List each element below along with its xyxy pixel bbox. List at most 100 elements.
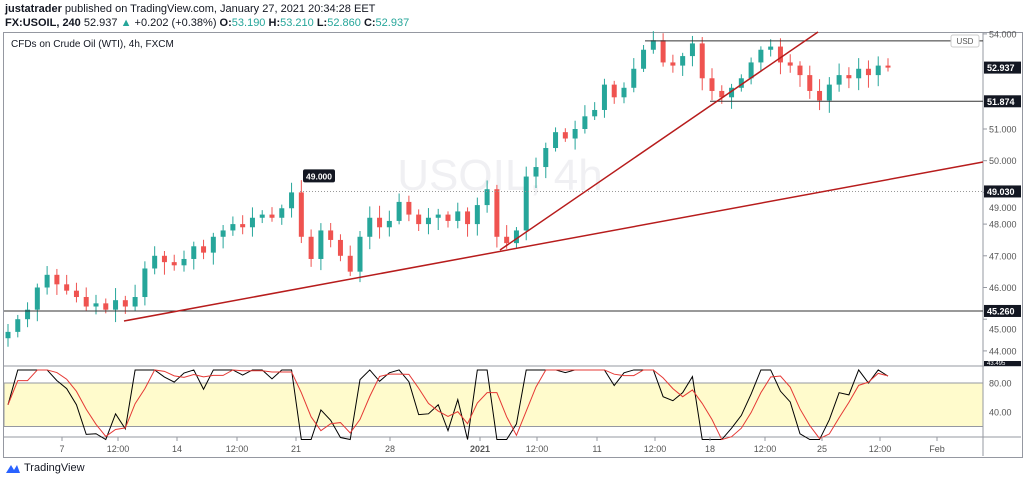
price-tick-label: 45.000 [989, 325, 1017, 335]
price-label-box [984, 185, 1021, 198]
candle-body [93, 303, 99, 307]
stoch-tick-label: 40.00 [989, 408, 1012, 418]
candle-body [152, 255, 158, 269]
candle-body [709, 78, 715, 91]
candle-body [279, 208, 285, 218]
candle-body [367, 217, 373, 237]
candle-body [650, 40, 656, 50]
publisher-name[interactable]: justatrader [5, 3, 62, 15]
candle-body [308, 236, 314, 259]
candle-body [474, 205, 480, 225]
time-tick-label: 25 [817, 444, 827, 454]
time-tick-label: Feb [929, 444, 945, 454]
candle-body [210, 236, 216, 253]
candle-body [113, 300, 119, 310]
candle-body [416, 214, 422, 225]
close-value: 52.937 [375, 17, 410, 29]
candle-body [425, 217, 431, 225]
candle-body [504, 236, 510, 244]
price-tick-label: 44.000 [989, 346, 1017, 356]
candle-body [523, 176, 529, 231]
candle-body [856, 68, 862, 79]
currency-label: USD [957, 37, 974, 46]
candle-body [455, 211, 461, 221]
candle-body [484, 189, 490, 206]
low-label: L: [316, 17, 328, 29]
candle-body [34, 287, 40, 310]
candle-body [777, 46, 783, 63]
candle-body [377, 217, 383, 228]
high-value: 53.210 [280, 17, 314, 29]
candle-body [758, 49, 764, 63]
candle-body [592, 109, 598, 117]
candle-body [513, 230, 519, 244]
last-price: 52.937 [83, 17, 118, 29]
time-tick-label: 12:00 [107, 444, 130, 454]
open-label: O: [219, 17, 232, 29]
price-label-box [984, 95, 1021, 108]
candle-body [572, 129, 578, 139]
candle-body [161, 255, 167, 263]
candle-body [836, 75, 842, 85]
candle-body [386, 220, 392, 228]
candle-body [562, 132, 568, 139]
price-label: 45.260 [987, 306, 1015, 316]
candle-body [465, 211, 471, 225]
change: +0.202 (+0.38%) [134, 17, 217, 29]
candle-body [543, 148, 549, 168]
time-tick-label: 18 [705, 444, 715, 454]
price-tick-label: 51.000 [989, 125, 1017, 135]
price-tick-label: 46.000 [989, 283, 1017, 293]
close-label: C: [363, 17, 376, 29]
candle-body [553, 132, 559, 149]
candle-body [445, 214, 451, 221]
candle-body [259, 214, 265, 218]
candle-body [122, 300, 128, 307]
trendline-lower [123, 161, 984, 322]
candle-body [660, 40, 666, 63]
brand-name: TradingView [24, 462, 85, 474]
candle-body [347, 255, 353, 272]
low-value: 52.860 [327, 17, 361, 29]
published-text: published on TradingView.com, January 27… [64, 3, 376, 15]
candle-body [406, 201, 412, 215]
candle-body [328, 230, 334, 240]
candle-body [337, 239, 343, 256]
time-tick-label: 12:00 [754, 444, 777, 454]
tradingview-logo[interactable]: TradingView [5, 462, 85, 474]
candle-body [875, 65, 881, 76]
candle-body [494, 189, 500, 237]
candle-body [641, 49, 647, 69]
candle-body [680, 56, 686, 66]
candle-body [54, 274, 60, 285]
candle-body [171, 262, 177, 266]
time-tick-label: 2021 [470, 444, 490, 454]
time-tick-label: 11 [592, 444, 601, 454]
time-tick-label: 28 [385, 444, 395, 454]
watermark: USOIL, 4h [397, 151, 602, 200]
candle-body [396, 201, 402, 221]
candle-body [240, 224, 246, 228]
candle-body [748, 62, 754, 79]
candle-body [289, 192, 295, 209]
candle-body [670, 62, 676, 66]
candle-body [689, 43, 695, 57]
candle-body [318, 230, 324, 259]
candle-body [729, 87, 735, 98]
candle-body [807, 75, 813, 91]
time-tick-label: 12:00 [226, 444, 249, 454]
candle-body [738, 78, 744, 88]
candle-body [73, 290, 79, 298]
candle-body [357, 236, 363, 272]
price-label-box [984, 61, 1021, 74]
price-tick-label: 50.000 [989, 156, 1017, 166]
symbol: FX:USOIL, 240 [5, 17, 81, 29]
price-tick-label: 49.000 [989, 203, 1017, 213]
time-tick-label: 12:00 [644, 444, 667, 454]
candle-body [132, 297, 138, 307]
annotation-box [303, 169, 335, 183]
chart-subtitle: CFDs on Crude Oil (WTI), 4h, FXCM [11, 39, 174, 50]
candle-body [201, 246, 207, 253]
price-tick-label: 54.000 [989, 29, 1017, 39]
